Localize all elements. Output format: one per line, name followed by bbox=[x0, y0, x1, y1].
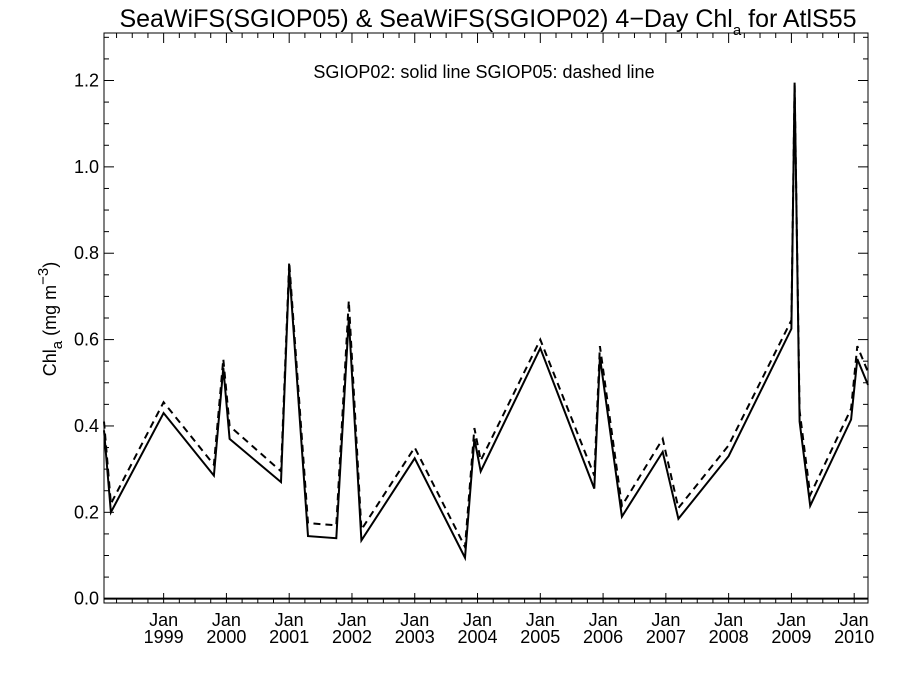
y-tick-label: 1.0 bbox=[74, 157, 99, 177]
x-tick-year-label: 2000 bbox=[206, 627, 246, 647]
plot-frame bbox=[103, 32, 869, 604]
x-tick-month-label: Jan bbox=[589, 610, 618, 630]
y-tick-label: 0.8 bbox=[74, 243, 99, 263]
plot-area bbox=[103, 82, 869, 600]
x-tick-year-label: 2002 bbox=[332, 627, 372, 647]
x-tick-month-label: Jan bbox=[463, 610, 492, 630]
x-tick-year-label: 2009 bbox=[771, 627, 811, 647]
x-tick-month-label: Jan bbox=[840, 610, 869, 630]
x-tick-month-label: Jan bbox=[777, 610, 806, 630]
x-tick-year-label: 2005 bbox=[520, 627, 560, 647]
chart-annotation: SGIOP02: solid line SGIOP05: dashed line bbox=[313, 62, 654, 82]
x-tick-month-label: Jan bbox=[714, 610, 743, 630]
x-tick-month-label: Jan bbox=[275, 610, 304, 630]
chart-title: SeaWiFS(SGIOP05) & SeaWiFS(SGIOP02) 4−Da… bbox=[119, 5, 856, 39]
x-tick-month-label: Jan bbox=[400, 610, 429, 630]
x-tick-year-label: 2008 bbox=[709, 627, 749, 647]
x-tick-year-label: 2007 bbox=[646, 627, 686, 647]
y-tick-label: 0.6 bbox=[74, 330, 99, 350]
x-tick-year-label: 2004 bbox=[458, 627, 498, 647]
x-tick-month-label: Jan bbox=[526, 610, 555, 630]
x-tick-year-label: 2003 bbox=[395, 627, 435, 647]
x-tick-year-label: 2010 bbox=[834, 627, 874, 647]
y-tick-label: 1.2 bbox=[74, 71, 99, 91]
series-line-sgiop05 bbox=[103, 84, 869, 551]
x-tick-year-label: 1999 bbox=[144, 627, 184, 647]
x-tick-month-label: Jan bbox=[149, 610, 178, 630]
x-tick-year-label: 2006 bbox=[583, 627, 623, 647]
x-tick-month-label: Jan bbox=[651, 610, 680, 630]
y-tick-label: 0.0 bbox=[74, 589, 99, 609]
x-tick-year-label: 2001 bbox=[269, 627, 309, 647]
y-axis-label: Chla (mg m−3) bbox=[35, 262, 66, 376]
y-tick-label: 0.4 bbox=[74, 416, 99, 436]
y-tick-label: 0.2 bbox=[74, 502, 99, 522]
x-tick-month-label: Jan bbox=[337, 610, 366, 630]
x-tick-month-label: Jan bbox=[212, 610, 241, 630]
x-axis: Jan1999Jan2000Jan2001Jan2002Jan2003Jan20… bbox=[116, 33, 874, 647]
